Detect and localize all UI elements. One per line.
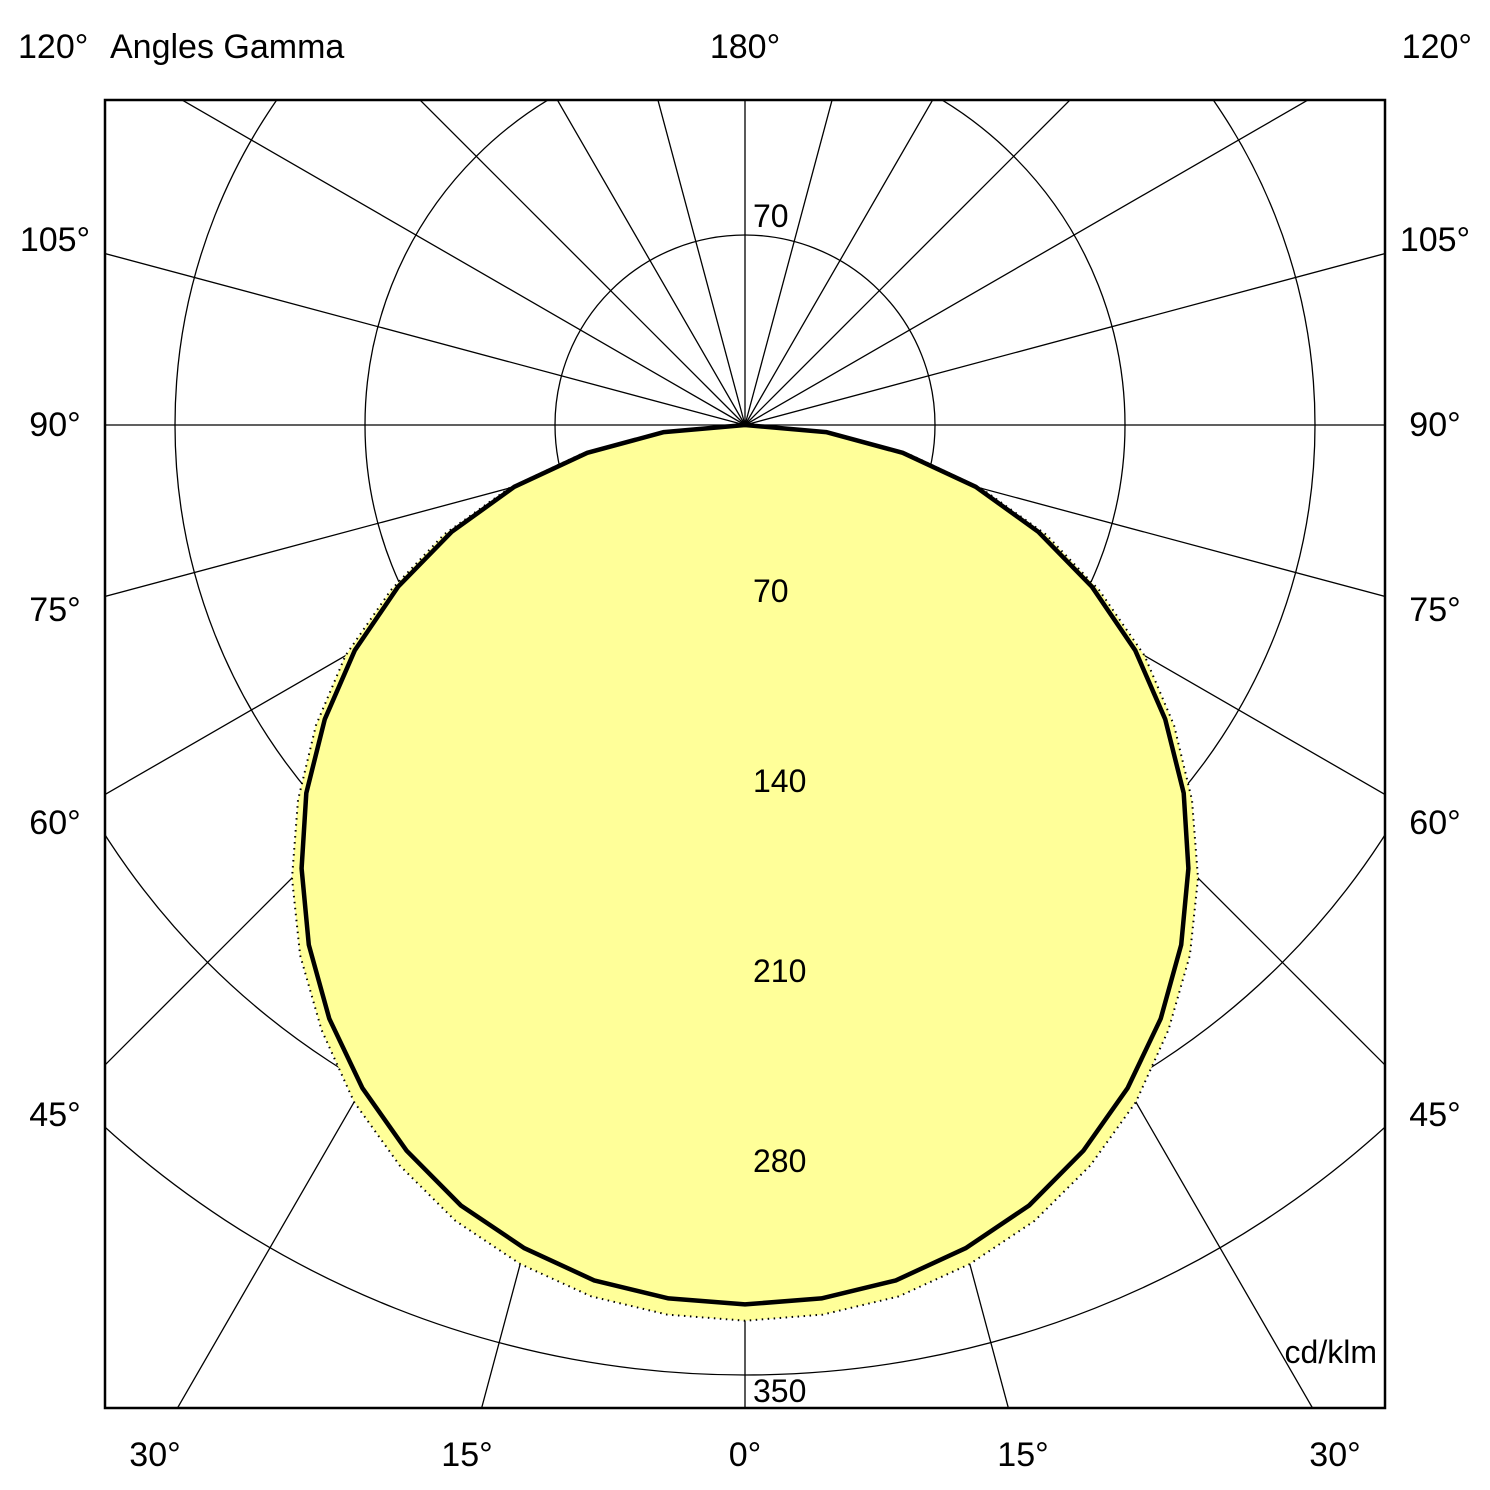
gamma-grid-line: [556, 100, 746, 426]
gamma-grid-line: [744, 252, 1385, 426]
gamma-label-right-105: 105°: [1399, 221, 1471, 259]
gamma-label-bottom-15r: 15°: [997, 1436, 1049, 1474]
chart-title: Angles Gamma: [110, 28, 345, 66]
gamma-grid-line: [657, 100, 746, 426]
radial-tick-label: 140: [753, 763, 806, 799]
gamma-label-bottom-30r: 30°: [1309, 1436, 1361, 1474]
intensity-curves: [291, 422, 1199, 1322]
dotted-intensity-curve: [291, 424, 1199, 1322]
gamma-grid-line: [105, 252, 746, 426]
gamma-label-left-60: 60°: [29, 804, 81, 842]
radial-tick-label-upper: 70: [753, 198, 789, 234]
gamma-label-bottom-30l: 30°: [129, 1436, 181, 1474]
gamma-label-top-center: 180°: [709, 28, 781, 66]
gamma-grid-line: [744, 100, 1071, 426]
gamma-label-right-90: 90°: [1409, 406, 1461, 444]
gamma-grid-line: [419, 100, 746, 426]
radial-tick-label: 280: [753, 1143, 806, 1179]
gamma-label-right-60: 60°: [1409, 804, 1461, 842]
gamma-label-left-105: 105°: [19, 221, 91, 259]
gamma-label-right-45: 45°: [1409, 1096, 1461, 1134]
gamma-grid-line: [744, 100, 1310, 426]
plot-border: [103, 98, 1387, 1410]
gamma-grid-line: [744, 424, 1385, 598]
radial-tick-label: 210: [753, 953, 806, 989]
gamma-grid-line: [744, 100, 934, 426]
gamma-label-top-left: 120°: [18, 28, 89, 66]
gamma-label-left-90: 90°: [29, 406, 81, 444]
gamma-label-bottom-0: 0°: [728, 1436, 762, 1474]
radial-tick-label: 350: [753, 1373, 806, 1409]
gamma-label-top-right: 120°: [1401, 28, 1472, 66]
gamma-label-bottom-15l: 15°: [441, 1436, 493, 1474]
gamma-grid-line: [105, 424, 746, 598]
gamma-label-left-75: 75°: [29, 591, 81, 629]
unit-label: cd/klm: [1284, 1334, 1377, 1370]
gamma-label-right-75: 75°: [1409, 591, 1461, 629]
gamma-grid-line: [744, 100, 833, 426]
radial-tick-labels: 70 70 140 210 280 350: [753, 198, 806, 1409]
gamma-grid-line: [180, 100, 746, 426]
gamma-label-left-45: 45°: [29, 1096, 81, 1134]
solid-intensity-curve: [299, 422, 1191, 1307]
radial-tick-label: 70: [753, 573, 789, 609]
